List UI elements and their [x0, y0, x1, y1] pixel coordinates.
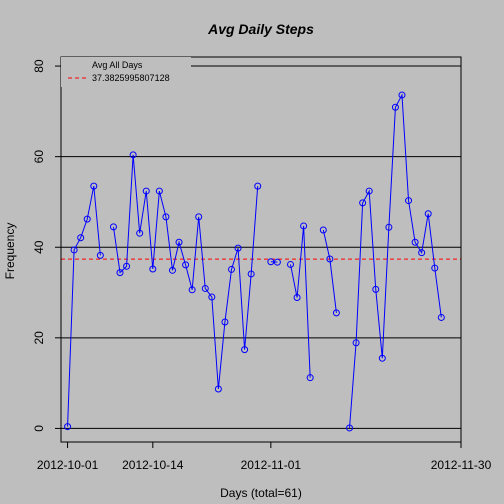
chart-title: Avg Daily Steps [207, 21, 314, 37]
series-line [323, 230, 336, 313]
legend-entry: Avg All Days [92, 60, 143, 70]
y-tick-label: 0 [32, 425, 46, 432]
series-line [350, 95, 442, 428]
y-tick-label: 20 [32, 331, 46, 345]
x-tick-label: 2012-10-14 [122, 458, 184, 472]
legend-entry: 37.3825995807128 [92, 73, 170, 83]
plot-frame [61, 57, 461, 442]
series-line [291, 226, 311, 378]
x-axis-label: Days (total=61) [220, 486, 302, 500]
x-tick-label: 2012-11-01 [241, 458, 302, 472]
series-line [68, 186, 101, 427]
y-axis-label: Frequency [3, 223, 17, 280]
y-tick-label: 60 [32, 150, 46, 164]
x-tick-label: 2012-11-30 [431, 458, 492, 472]
x-tick-label: 2012-10-01 [37, 458, 99, 472]
series-line [113, 155, 257, 389]
y-tick-label: 80 [32, 59, 46, 73]
plot-area: 0 20 40 60 80 2012-10-01 2012-10-14 2012-11-01 2… [32, 57, 492, 472]
y-tick-label: 40 [32, 240, 46, 254]
